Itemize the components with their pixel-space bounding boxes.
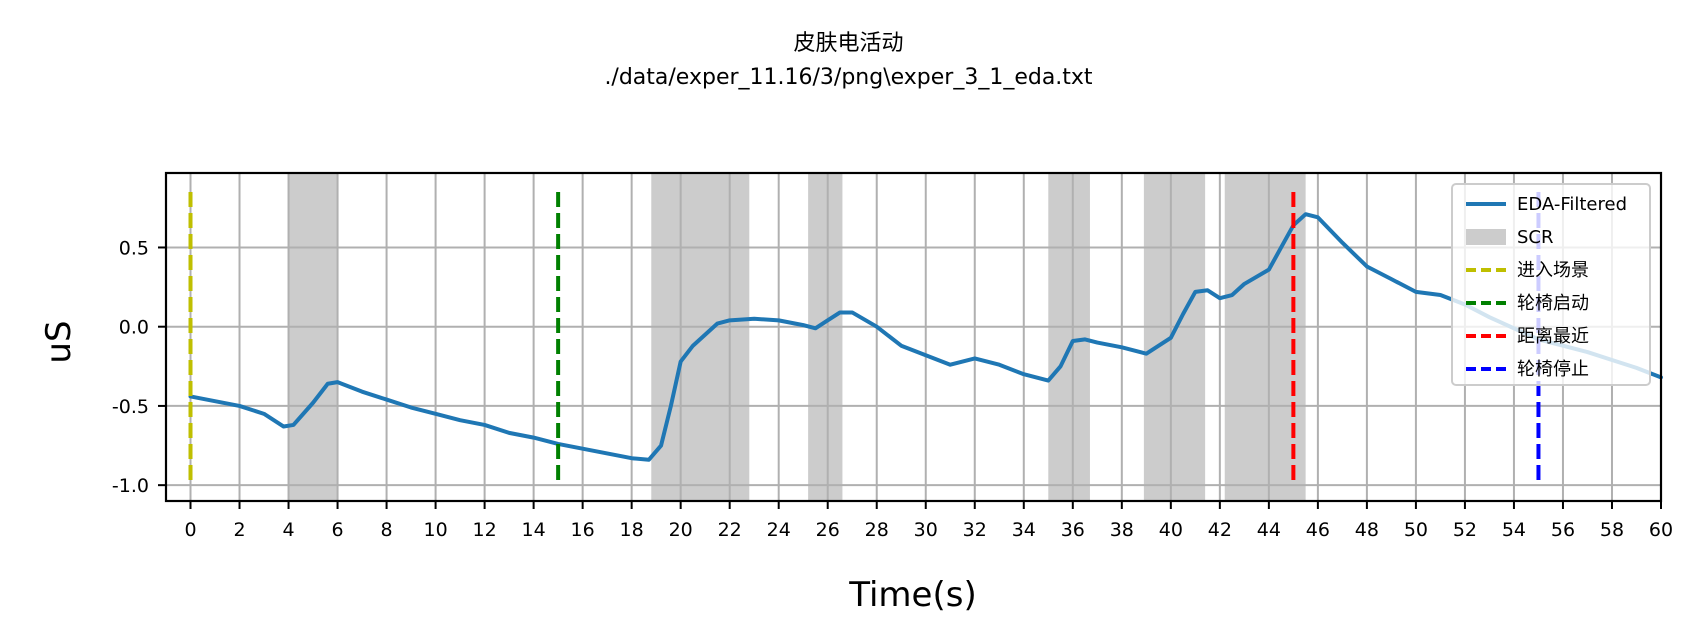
x-tick-label: 6 <box>332 519 344 541</box>
legend-item-2: SCR <box>1466 227 1554 248</box>
x-tick-label: 40 <box>1159 519 1183 541</box>
scr-region-1 <box>288 173 338 501</box>
legend-label: 进入场景 <box>1517 260 1589 281</box>
x-tick-label: 4 <box>282 519 294 541</box>
legend-label: SCR <box>1517 227 1554 248</box>
x-tick-label: 52 <box>1453 519 1477 541</box>
x-tick-label: 46 <box>1306 519 1330 541</box>
x-tick-label: 16 <box>571 519 595 541</box>
x-tick-label: 42 <box>1208 519 1232 541</box>
legend-item-5: 距离最近 <box>1466 326 1589 347</box>
x-tick-label: 60 <box>1649 519 1673 541</box>
x-tick-label: 18 <box>620 519 644 541</box>
legend-item-1: EDA-Filtered <box>1466 194 1627 215</box>
x-axis-label: Time(s) <box>848 575 976 615</box>
x-tick-label: 36 <box>1061 519 1085 541</box>
plot-frame <box>164 171 1663 503</box>
legend-label: 距离最近 <box>1517 326 1589 347</box>
series-layer <box>188 212 1663 462</box>
x-tick-label: 32 <box>963 519 987 541</box>
x-tick-label: 26 <box>816 519 840 541</box>
chart-subtitle: ./data/exper_11.16/3/png\exper_3_1_eda.t… <box>604 65 1092 90</box>
y-tick-label: -1.0 <box>112 475 149 497</box>
x-tick-label: 56 <box>1551 519 1575 541</box>
x-tick-label: 0 <box>184 519 196 541</box>
scr-regions <box>288 173 1306 501</box>
legend-swatch <box>1466 229 1506 245</box>
legend-label: 轮椅启动 <box>1517 293 1589 314</box>
legend-item-6: 轮椅停止 <box>1466 359 1589 380</box>
x-tick-label: 24 <box>767 519 791 541</box>
series-line-eda-filtered <box>188 212 1663 462</box>
x-tick-label: 14 <box>522 519 546 541</box>
x-tick-label: 44 <box>1257 519 1281 541</box>
y-tick-label: -0.5 <box>112 396 149 418</box>
x-tick-label: 20 <box>669 519 693 541</box>
x-tick-label: 48 <box>1355 519 1379 541</box>
legend-label: EDA-Filtered <box>1517 194 1627 215</box>
legend-label: 轮椅停止 <box>1517 359 1589 380</box>
chart-axes <box>164 171 1663 503</box>
x-tick-label: 22 <box>718 519 742 541</box>
legend-item-4: 轮椅启动 <box>1466 293 1589 314</box>
chart-ticks: 0 2 4 6 8 10 12 14 16 18 20 22 24 26 28 30 32 34 36 38 40 42 4… <box>112 237 1673 541</box>
plot-area <box>166 173 1661 501</box>
y-axis-label: uS <box>39 320 79 363</box>
x-tick-label: 38 <box>1110 519 1134 541</box>
x-tick-label: 50 <box>1404 519 1428 541</box>
x-tick-label: 58 <box>1600 519 1624 541</box>
chart-title: 皮肤电活动 <box>793 31 903 56</box>
chart-grid <box>166 173 1662 501</box>
x-tick-label: 10 <box>423 519 447 541</box>
x-tick-label: 8 <box>381 519 393 541</box>
plot-background <box>166 173 1661 501</box>
x-tick-label: 28 <box>865 519 889 541</box>
scr-region-5 <box>1143 173 1206 501</box>
x-tick-label: 30 <box>914 519 938 541</box>
y-tick-label: 0.0 <box>119 317 149 339</box>
x-tick-label: 12 <box>473 519 497 541</box>
x-tick-label: 2 <box>233 519 245 541</box>
scr-region-3 <box>808 173 843 501</box>
x-tick-label: 54 <box>1502 519 1526 541</box>
legend-item-3: 进入场景 <box>1466 260 1589 281</box>
scr-region-4 <box>1048 173 1090 501</box>
x-tick-label: 34 <box>1012 519 1036 541</box>
y-tick-label: 0.5 <box>119 237 149 259</box>
